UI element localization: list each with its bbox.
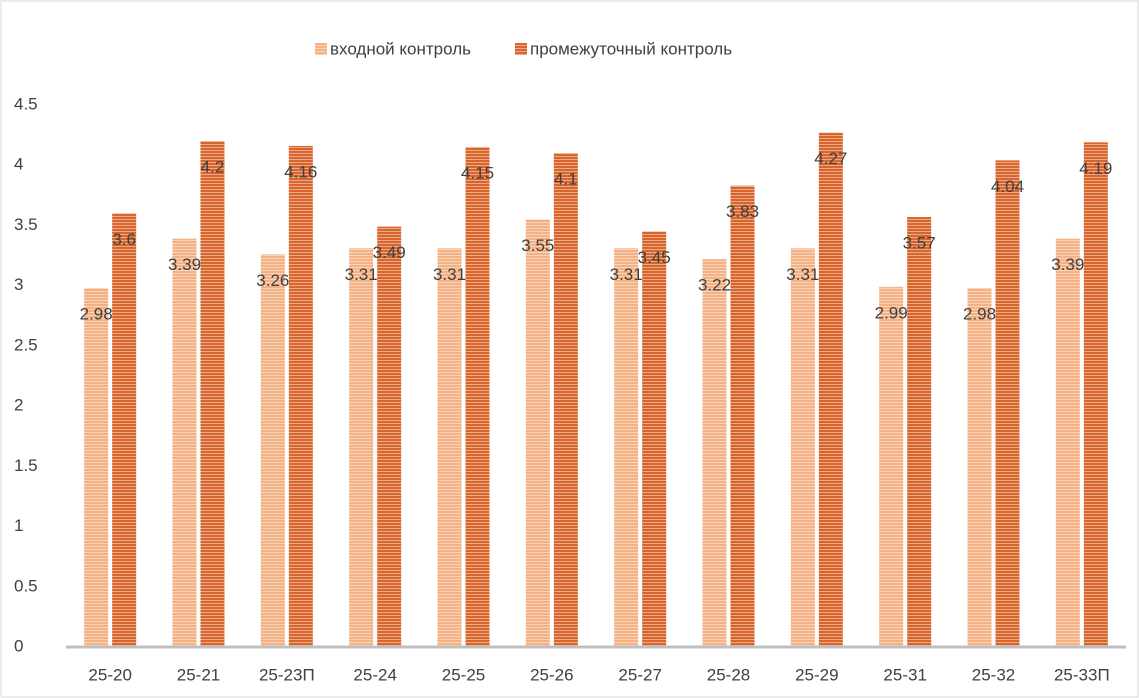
value-label: 4.15 [461, 164, 494, 183]
bar [818, 132, 843, 648]
bar [702, 259, 727, 647]
value-label: 4.19 [1079, 159, 1112, 178]
value-label: 3.22 [698, 276, 731, 295]
bar [730, 185, 755, 647]
value-label: 4.04 [991, 177, 1024, 196]
value-label: 3.6 [112, 230, 136, 249]
bar [907, 217, 932, 647]
value-label: 4.2 [201, 158, 225, 177]
y-tick-label: 3.5 [14, 215, 38, 234]
bar [995, 160, 1020, 647]
bar [260, 254, 285, 647]
x-tick-label: 25-24 [353, 665, 396, 684]
bar [465, 147, 490, 647]
value-label: 3.31 [786, 265, 819, 284]
value-label: 4.1 [554, 170, 578, 189]
y-tick-label: 3 [14, 275, 23, 294]
bar [349, 248, 374, 647]
value-label: 3.26 [256, 271, 289, 290]
bar [790, 248, 815, 647]
value-label: 3.31 [433, 265, 466, 284]
x-tick-label: 25-31 [883, 665, 926, 684]
bar [642, 231, 667, 647]
y-tick-label: 2 [14, 396, 23, 415]
value-label: 2.99 [875, 303, 908, 322]
x-tick-label: 25-28 [707, 665, 750, 684]
x-tick-label: 25-27 [618, 665, 661, 684]
x-tick-label: 25-32 [972, 665, 1015, 684]
bar [288, 145, 313, 647]
value-label: 2.98 [963, 305, 996, 324]
value-label: 3.31 [345, 265, 378, 284]
value-label: 3.57 [903, 233, 936, 252]
value-label: 3.31 [610, 265, 643, 284]
y-tick-label: 2.5 [14, 335, 38, 354]
value-label: 3.55 [521, 236, 554, 255]
value-label: 3.39 [1051, 255, 1084, 274]
value-label: 2.98 [80, 305, 113, 324]
bar [1083, 142, 1108, 648]
legend-label: входной контроль [330, 39, 471, 58]
value-label: 3.45 [638, 248, 671, 267]
value-label: 3.49 [373, 243, 406, 262]
y-tick-label: 1 [14, 516, 23, 535]
x-tick-label: 25-26 [530, 665, 573, 684]
bar [112, 213, 137, 647]
y-tick-label: 4.5 [14, 94, 38, 113]
legend-swatch [315, 43, 327, 55]
value-label: 4.27 [814, 149, 847, 168]
bar [437, 248, 462, 647]
legend-swatch [515, 43, 527, 55]
x-tick-label: 25-23П [259, 665, 315, 684]
y-tick-label: 0 [14, 636, 23, 655]
x-tick-label: 25-20 [88, 665, 131, 684]
bar [614, 248, 639, 647]
bar [967, 288, 992, 647]
bar [1055, 238, 1080, 647]
bar [172, 238, 197, 647]
legend-label: промежуточный контроль [530, 39, 732, 58]
value-label: 3.83 [726, 202, 759, 221]
bar [879, 286, 904, 647]
value-label: 3.39 [168, 255, 201, 274]
bar [525, 219, 550, 647]
x-tick-label: 25-25 [442, 665, 485, 684]
bar [377, 226, 402, 647]
y-tick-label: 4 [14, 155, 23, 174]
y-tick-label: 0.5 [14, 576, 38, 595]
bar [553, 153, 578, 647]
x-tick-label: 25-33П [1054, 665, 1110, 684]
y-tick-label: 1.5 [14, 456, 38, 475]
x-tick-label: 25-21 [177, 665, 220, 684]
bar [200, 141, 225, 647]
value-label: 4.16 [284, 162, 317, 181]
x-tick-label: 25-29 [795, 665, 838, 684]
bar [84, 288, 109, 647]
